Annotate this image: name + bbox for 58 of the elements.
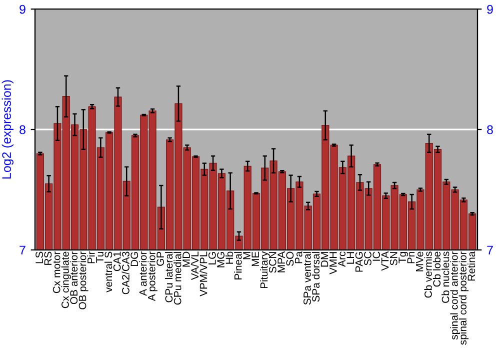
- x-tick-label: RS: [44, 252, 52, 265]
- x-tick-label: VPM/VPL: [200, 252, 208, 296]
- x-tick-label: SC: [364, 252, 372, 266]
- y-tick-label: 8: [20, 125, 26, 134]
- x-tick-label: DG: [130, 252, 138, 266]
- x-tick-label: MVe: [416, 252, 424, 272]
- x-tick-label: Cb nucleus: [442, 252, 450, 303]
- x-tick-label: PAG: [355, 252, 363, 272]
- x-tick-label: LS: [36, 252, 43, 264]
- x-tick-label: Arc: [338, 252, 346, 267]
- x-tick-label: SCN: [268, 252, 276, 273]
- x-tick-label: MG: [217, 252, 224, 268]
- x-tick-label: Tg: [398, 252, 408, 264]
- x-tick-label: LG: [208, 252, 216, 264]
- x-tick-label: SO: [286, 252, 294, 266]
- x-tick-label: IC: [372, 252, 380, 261]
- x-tick-label: MD: [182, 252, 190, 267]
- x-tick-label: Retina: [467, 251, 476, 281]
- y-axis-title: Log2 (expression): [2, 80, 14, 178]
- x-tick-label: CPu medial: [174, 252, 182, 305]
- x-tick-label: M: [243, 252, 250, 260]
- x-tick-label: spinal cord anterior: [450, 251, 460, 340]
- x-tick-label: OB anterior: [70, 251, 78, 304]
- x-tick-label: A anterior: [139, 251, 147, 296]
- x-tick-label: A posterior: [148, 251, 158, 302]
- x-tick-label: SPa ventral: [303, 252, 311, 305]
- x-tick-label: OB posterior: [78, 251, 88, 310]
- x-tick-label: Pir: [87, 251, 95, 264]
- x-tick-label: DM: [320, 252, 328, 267]
- y2-tick-label: 7: [487, 246, 493, 254]
- x-tick-label: GP: [156, 252, 164, 266]
- x-tick-label: Cx motor: [52, 251, 60, 294]
- x-tick-label: ME: [252, 252, 259, 266]
- y-tick-label: 9: [20, 4, 26, 14]
- x-tick-label: MPA: [278, 251, 285, 272]
- y2-tick-label: 9: [487, 4, 493, 14]
- y2-tick-label: 8: [487, 125, 493, 134]
- x-tick-label: Pituitary: [260, 251, 270, 288]
- x-tick-label: Tu: [96, 252, 104, 263]
- x-tick-label: ventral S: [104, 252, 112, 292]
- x-tick-label: LH: [346, 252, 354, 264]
- x-tick-label: SN: [390, 252, 398, 266]
- x-tick-label: Cb lobe: [432, 252, 441, 287]
- x-tick-label: CPu lateral: [164, 252, 173, 302]
- x-tick-label: Pineal: [234, 252, 242, 280]
- y-tick-label: 7: [20, 246, 26, 254]
- x-tick-label: Cb vermis: [424, 252, 432, 298]
- x-tick-label: spinal cord posterior: [458, 251, 469, 345]
- x-tick-label: VMH: [330, 252, 337, 274]
- x-tick-label: VA/VL: [190, 252, 199, 280]
- x-tick-label: Cx cingulate: [61, 252, 71, 308]
- x-tick-label: CA2/CA3: [122, 252, 130, 294]
- x-tick-label: SPa dorsal: [312, 252, 320, 302]
- x-tick-label: Pa: [294, 251, 302, 264]
- x-tick-label: VTA: [381, 251, 389, 271]
- x-tick-label: CA1: [113, 252, 121, 272]
- x-tick-label: Hb: [225, 252, 234, 264]
- x-tick-label: Pn: [407, 252, 415, 264]
